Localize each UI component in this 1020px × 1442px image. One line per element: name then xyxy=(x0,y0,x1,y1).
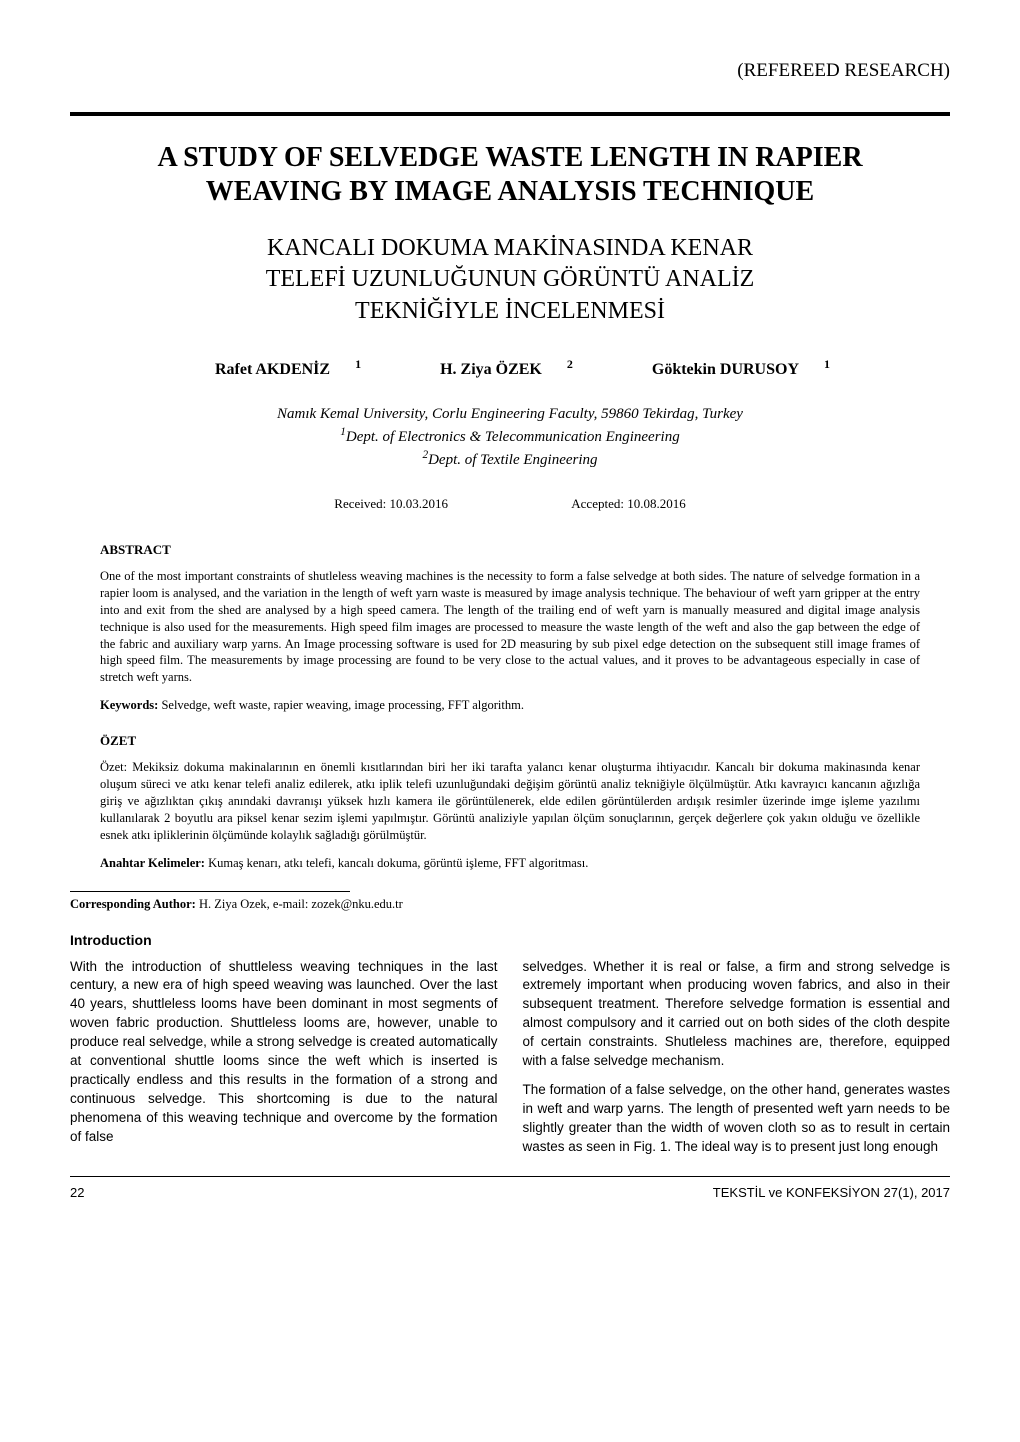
corr-rule xyxy=(70,891,350,892)
journal-name: TEKSTİL ve KONFEKSİYON 27(1), 2017 xyxy=(713,1185,950,1200)
keywords-text: Selvedge, weft waste, rapier weaving, im… xyxy=(158,698,524,712)
aff-text-2: Dept. of Textile Engineering xyxy=(428,452,597,468)
top-rule xyxy=(70,112,950,116)
ozet-header: ÖZET xyxy=(70,733,950,749)
author-3-sup: 1 xyxy=(824,357,830,371)
affiliation-line1: Namık Kemal University, Corlu Engineerin… xyxy=(70,404,950,425)
title-english: A STUDY OF SELVEDGE WASTE LENGTH IN RAPI… xyxy=(70,141,950,208)
affiliation-line2: 1Dept. of Electronics & Telecommunicatio… xyxy=(70,425,950,448)
abstract-header: ABSTRACT xyxy=(70,542,950,558)
header-label: (REFEREED RESEARCH) xyxy=(70,60,950,82)
column-right: selvedges. Whether it is real or false, … xyxy=(523,958,951,1167)
authors-block: Rafet AKDENİZ 1 H. Ziya ÖZEK 2 Göktekin DU… xyxy=(70,357,950,379)
title-tr-line2: TELEFİ UZUNLUĞUNUN GÖRÜNTÜ ANALİZ xyxy=(266,266,755,292)
two-column-body: With the introduction of shuttleless wea… xyxy=(70,958,950,1167)
ozet-text: Özet: Mekiksiz dokuma makinalarının en ö… xyxy=(70,759,950,843)
author-1-sup: 1 xyxy=(355,357,361,371)
intro-col2-p2: The formation of a false selvedge, on th… xyxy=(523,1081,951,1157)
keywords-label: Keywords: xyxy=(100,698,158,712)
author-1: Rafet AKDENİZ 1 xyxy=(190,357,361,379)
anahtar-text: Kumaş kenarı, atkı telefi, kancalı dokum… xyxy=(205,856,588,870)
author-2-name: H. Ziya ÖZEK xyxy=(440,361,542,379)
intro-col2-p1: selvedges. Whether it is real or false, … xyxy=(523,958,951,1071)
title-turkish: KANCALI DOKUMA MAKİNASINDA KENAR TELEFİ … xyxy=(70,233,950,327)
page-footer: 22 TEKSTİL ve KONFEKSİYON 27(1), 2017 xyxy=(70,1185,950,1200)
aff-text-1: Dept. of Electronics & Telecommunication… xyxy=(346,429,680,445)
affiliation-block: Namık Kemal University, Corlu Engineerin… xyxy=(70,404,950,471)
author-3: Göktekin DURUSOY 1 xyxy=(627,357,830,379)
column-left: With the introduction of shuttleless wea… xyxy=(70,958,498,1167)
corr-label: Corresponding Author: xyxy=(70,897,199,911)
title-tr-line3: TEKNİĞİYLE İNCELENMESİ xyxy=(355,298,665,324)
intro-header: Introduction xyxy=(70,932,950,948)
keywords-block: Keywords: Selvedge, weft waste, rapier w… xyxy=(70,698,950,713)
title-en-line1: A STUDY OF SELVEDGE WASTE LENGTH IN RAPI… xyxy=(157,142,862,173)
affiliation-line3: 2Dept. of Textile Engineering xyxy=(70,448,950,471)
footer-rule xyxy=(70,1176,950,1177)
author-2-sup: 2 xyxy=(567,357,573,371)
author-1-name: Rafet AKDENİZ xyxy=(215,361,330,379)
author-3-name: Göktekin DURUSOY xyxy=(652,361,799,379)
corr-text: H. Ziya Ozek, e-mail: zozek@nku.edu.tr xyxy=(199,897,403,911)
abstract-text: One of the most important constraints of… xyxy=(70,568,950,686)
intro-col1-p1: With the introduction of shuttleless wea… xyxy=(70,958,498,1147)
author-2: H. Ziya ÖZEK 2 xyxy=(415,357,573,379)
page-number: 22 xyxy=(70,1185,84,1200)
anahtar-label: Anahtar Kelimeler: xyxy=(100,856,205,870)
title-tr-line1: KANCALI DOKUMA MAKİNASINDA KENAR xyxy=(267,235,753,261)
anahtar-block: Anahtar Kelimeler: Kumaş kenarı, atkı te… xyxy=(70,856,950,871)
accepted-date: Accepted: 10.08.2016 xyxy=(571,496,685,512)
title-en-line2: WEAVING BY IMAGE ANALYSIS TECHNIQUE xyxy=(206,176,814,207)
corresponding-author: Corresponding Author: H. Ziya Ozek, e-ma… xyxy=(70,897,950,912)
dates-block: Received: 10.03.2016 Accepted: 10.08.201… xyxy=(70,496,950,512)
received-date: Received: 10.03.2016 xyxy=(334,496,448,512)
